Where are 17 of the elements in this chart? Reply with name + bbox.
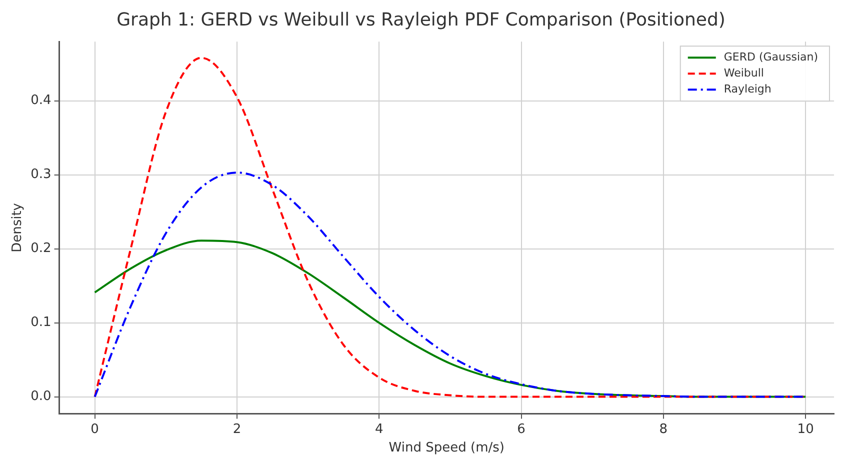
y-tick-label: 0.0: [30, 389, 52, 404]
legend-label: GERD (Gaussian): [724, 50, 818, 64]
x-tick-label: 10: [797, 422, 814, 437]
x-tick-label: 0: [90, 422, 99, 437]
y-tick-label: 0.4: [30, 93, 52, 108]
x-axis-title: Wind Speed (m/s): [388, 440, 504, 456]
legend-label: Weibull: [724, 66, 764, 80]
y-axis-title: Density: [10, 202, 26, 252]
legend-label: Rayleigh: [724, 82, 772, 96]
x-tick-label: 2: [232, 422, 242, 437]
x-tick-label: 8: [659, 422, 668, 437]
y-tick-label: 0.2: [30, 241, 52, 256]
chart-title: Graph 1: GERD vs Weibull vs Rayleigh PDF Comparison (Positioned): [116, 9, 726, 30]
x-tick-label: 6: [517, 422, 526, 437]
x-tick-label: 4: [374, 422, 384, 437]
y-tick-label: 0.1: [30, 315, 52, 330]
y-tick-label: 0.3: [30, 167, 52, 182]
